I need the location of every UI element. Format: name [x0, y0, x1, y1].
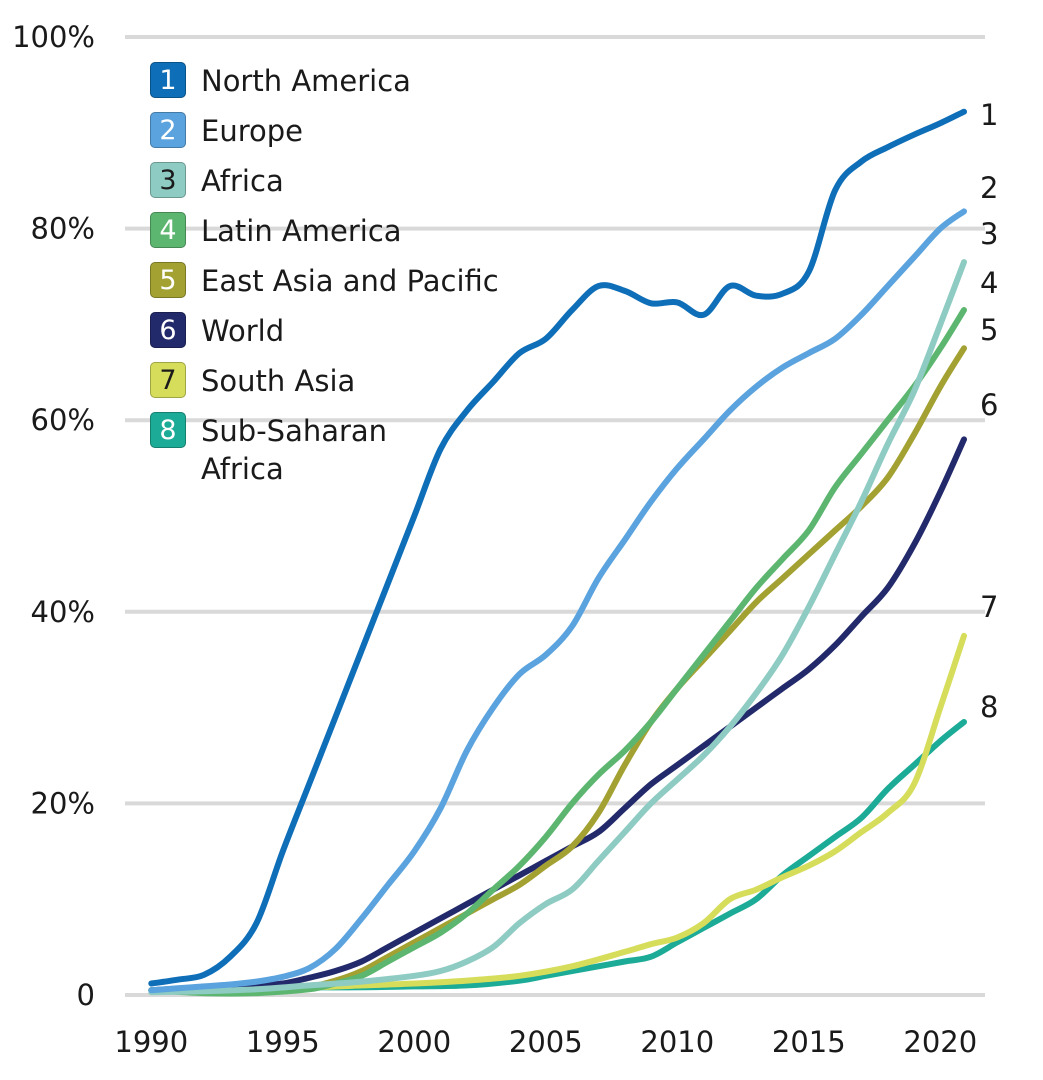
y-tick-label: 60%	[31, 403, 95, 437]
legend-item: 1 North America	[150, 62, 531, 100]
x-tick-label: 1995	[246, 1025, 320, 1059]
legend-label: Latin America	[201, 214, 402, 248]
legend-item: 6 World	[150, 312, 531, 350]
y-tick-label: 0	[77, 978, 95, 1012]
legend-number-badge: 5	[150, 262, 186, 298]
series-line-latin-america	[148, 307, 967, 997]
x-tick-label: 2015	[772, 1025, 846, 1059]
end-label-2: 2	[980, 171, 998, 205]
end-label-1: 1	[980, 98, 998, 132]
y-tick-label: 40%	[31, 595, 95, 629]
end-label-3: 3	[980, 217, 998, 251]
legend-label: East Asia and Pacific	[201, 264, 499, 298]
series-lines	[148, 108, 967, 997]
x-tick-label: 2000	[377, 1025, 451, 1059]
series-line-africa	[148, 259, 967, 996]
legend-item: 2 Europe	[150, 112, 531, 150]
legend-label: Africa	[201, 164, 284, 198]
end-label-8: 8	[980, 690, 998, 724]
legend: 1 North America 2 Europe 3 Africa 4 Latin Ameri…	[150, 62, 531, 500]
y-tick-label: 80%	[31, 212, 95, 246]
legend-number-badge: 2	[150, 112, 186, 148]
legend-label: World	[201, 314, 285, 348]
gridlines	[125, 35, 985, 997]
end-label-4: 4	[980, 266, 998, 300]
series-line-east-asia-and-pacific	[148, 345, 967, 995]
end-label-6: 6	[980, 388, 998, 422]
legend-item: 4 Latin America	[150, 212, 531, 250]
legend-item: 7 South Asia	[150, 362, 531, 400]
legend-label: Europe	[201, 114, 303, 148]
x-tick-label: 2010	[640, 1025, 714, 1059]
x-tick-label: 2020	[903, 1025, 977, 1059]
x-tick-label: 1990	[114, 1025, 188, 1059]
legend-label: Sub-Saharan Africa	[201, 414, 388, 486]
legend-item: 3 Africa	[150, 162, 531, 200]
legend-item: 5 East Asia and Pacific	[150, 262, 531, 300]
legend-number-badge: 4	[150, 212, 186, 248]
series-line-north-america	[148, 108, 967, 987]
x-axis-ticks: 1990 1995 2000 2005 2010 2015 2020	[114, 1025, 977, 1059]
end-label-7: 7	[980, 590, 998, 624]
legend-number-badge: 7	[150, 362, 186, 398]
series-end-labels: 1 2 3 4 5 6 7 8	[980, 98, 998, 724]
end-label-5: 5	[980, 313, 998, 347]
legend-number-badge: 6	[150, 312, 186, 348]
legend-number-badge: 1	[150, 62, 186, 98]
series-line-world	[148, 436, 967, 994]
legend-label: North America	[201, 64, 411, 98]
series-line-europe	[148, 208, 967, 994]
y-tick-label: 20%	[31, 786, 95, 820]
x-tick-label: 2005	[509, 1025, 583, 1059]
y-tick-label: 100%	[12, 20, 95, 54]
y-axis-ticks: 0 20% 40% 60% 80% 100%	[12, 20, 95, 1012]
legend-label: South Asia	[201, 364, 356, 398]
legend-item: 8 Sub-Saharan Africa	[150, 412, 531, 488]
series-line-south-asia	[148, 632, 967, 994]
legend-number-badge: 3	[150, 162, 186, 198]
legend-number-badge: 8	[150, 412, 186, 448]
